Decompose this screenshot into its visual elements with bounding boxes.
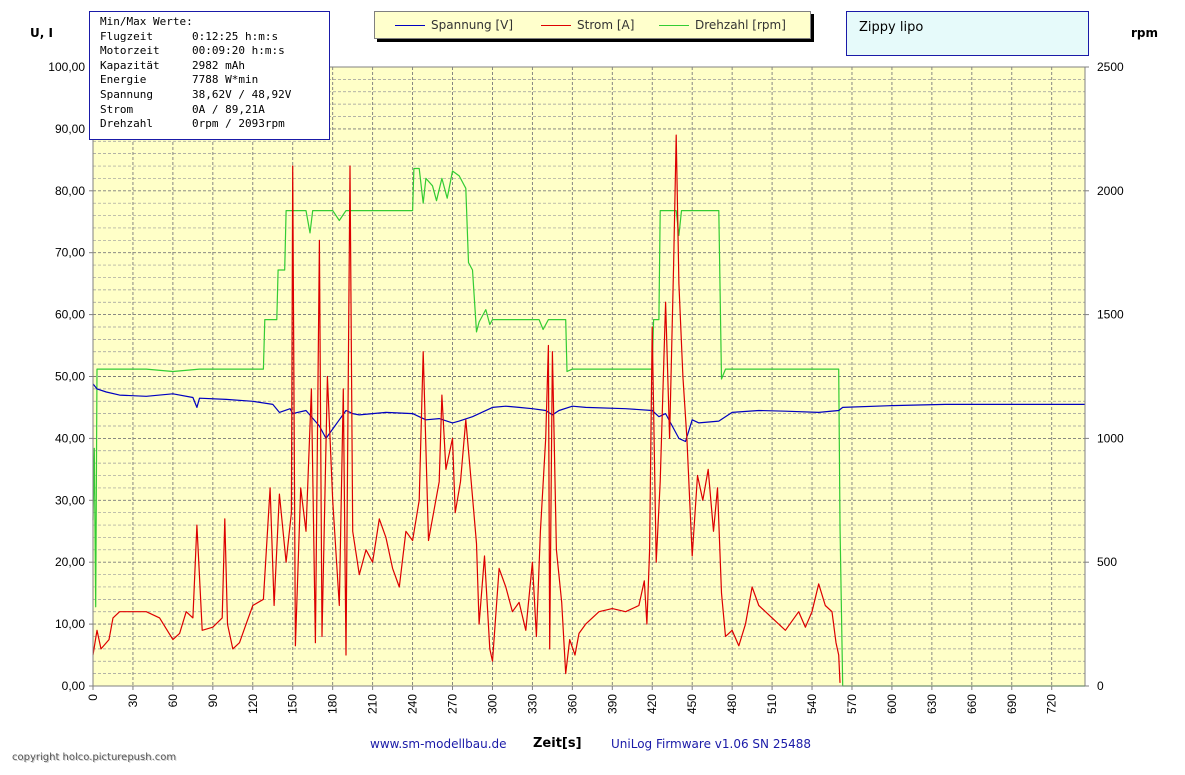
stats-heading: Min/Max Werte: (100, 15, 193, 28)
x-tick-label: 120 (246, 694, 260, 714)
y-tick-label-left: 20,00 (55, 555, 85, 569)
stats-label: Energie (100, 73, 147, 87)
legend-item-spannung: Spannung [V] (395, 18, 513, 32)
x-tick-label: 60 (166, 694, 180, 708)
x-tick-label: 660 (965, 694, 979, 714)
grid-minor (93, 79, 1085, 674)
y-tick-label-left: 90,00 (55, 122, 85, 136)
min-max-stats-box: Min/Max Werte: Flugzeit 0:12:25 h:m:s Mot… (89, 11, 330, 140)
x-tick-label: 720 (1045, 694, 1059, 714)
legend-swatch-drehzahl (659, 24, 689, 26)
x-tick-label: 690 (1005, 694, 1019, 714)
stats-row: Flugzeit 0:12:25 h:m:s (100, 30, 319, 45)
footer-firmware: UniLog Firmware v1.06 SN 25488 (611, 737, 811, 751)
stats-label: Drehzahl (100, 117, 153, 131)
legend-swatch-strom (541, 24, 571, 26)
stats-value: 7788 W*min (192, 73, 259, 87)
stats-row: Strom 0A / 89,21A (100, 103, 319, 118)
stats-value: 0A / 89,21A (192, 102, 265, 116)
y-tick-label-left: 30,00 (55, 493, 85, 507)
legend-swatch-spannung (395, 24, 425, 26)
x-tick-label: 150 (286, 694, 300, 714)
stats-value: 00:09:20 h:m:s (192, 44, 285, 58)
y-axis-label-left: U, I (30, 26, 53, 40)
x-tick-label: 390 (605, 694, 619, 714)
chart-title: Zippy lipo (859, 20, 924, 35)
x-tick-label: 480 (725, 694, 739, 714)
series-line-drehzahl (92, 167, 1085, 687)
x-tick-label: 540 (805, 694, 819, 714)
x-tick-label: 600 (885, 694, 899, 714)
y-tick-label-right: 2000 (1097, 184, 1124, 198)
stats-value: 2982 mAh (192, 58, 245, 72)
stats-label: Kapazität (100, 58, 160, 72)
y-tick-label-left: 0,00 (62, 679, 86, 693)
stats-value: 0:12:25 h:m:s (192, 29, 279, 43)
x-tick-label: 0 (86, 694, 100, 701)
x-tick-label: 450 (685, 694, 699, 714)
y-tick-label-left: 60,00 (55, 308, 85, 322)
y-tick-label-left: 10,00 (55, 617, 85, 631)
x-tick-label: 510 (765, 694, 779, 714)
stats-value: 0rpm / 2093rpm (192, 117, 285, 131)
stats-row: Spannung 38,62V / 48,92V (100, 88, 319, 103)
x-tick-label: 420 (645, 694, 659, 714)
x-tick-label: 570 (845, 694, 859, 714)
legend-item-strom: Strom [A] (541, 18, 634, 32)
stats-label: Motorzeit (100, 44, 160, 58)
x-tick-label: 630 (925, 694, 939, 714)
legend-label-spannung: Spannung [V] (431, 18, 514, 32)
x-tick-label: 270 (446, 694, 460, 714)
chart-legend: Spannung [V] Strom [A] Drehzahl [rpm] (374, 11, 811, 39)
y-tick-label-right: 2500 (1097, 60, 1124, 74)
stats-row: Kapazität 2982 mAh (100, 59, 319, 74)
series-line-strom (92, 134, 841, 683)
x-axis-label: Zeit[s] (533, 736, 582, 751)
stats-row: Energie 7788 W*min (100, 73, 319, 88)
series-group (92, 134, 1085, 687)
x-tick-label: 30 (126, 694, 140, 708)
x-tick-label: 180 (326, 694, 340, 714)
x-tick-label: 210 (366, 694, 380, 714)
y-tick-label-left: 40,00 (55, 431, 85, 445)
x-tick-label: 240 (406, 694, 420, 714)
x-tick-label: 300 (485, 694, 499, 714)
y-tick-label-right: 1000 (1097, 431, 1124, 445)
legend-label-drehzahl: Drehzahl [rpm] (695, 18, 786, 32)
y-tick-label-left: 100,00 (48, 60, 85, 74)
y-tick-label-right: 0 (1097, 679, 1104, 693)
grid-major (93, 67, 1085, 686)
stats-row: Drehzahl 0rpm / 2093rpm (100, 117, 319, 132)
y-tick-label-right: 1500 (1097, 308, 1124, 322)
stats-row: Motorzeit 00:09:20 h:m:s (100, 44, 319, 59)
copyright-watermark: copyright holco.picturepush.com (12, 752, 177, 763)
y-tick-label-right: 500 (1097, 555, 1117, 569)
legend-item-drehzahl: Drehzahl [rpm] (659, 18, 786, 32)
stats-label: Spannung (100, 87, 153, 101)
series-line-spannung (92, 383, 1085, 443)
x-tick-label: 360 (565, 694, 579, 714)
stats-value: 38,62V / 48,92V (192, 87, 292, 101)
x-tick-label: 90 (206, 694, 220, 708)
axis-ticks: 0,00 10,00 20,00 30,00 40,00 50,00 60,00 70,00 8… (48, 60, 1124, 714)
stats-label: Flugzeit (100, 29, 153, 43)
x-tick-label: 330 (525, 694, 539, 714)
y-tick-label-left: 80,00 (55, 184, 85, 198)
y-tick-label-left: 70,00 (55, 246, 85, 260)
y-tick-label-left: 50,00 (55, 370, 85, 384)
y-axis-label-right: rpm (1131, 26, 1159, 40)
legend-label-strom: Strom [A] (577, 18, 635, 32)
footer-website: www.sm-modellbau.de (370, 737, 507, 751)
stats-label: Strom (100, 102, 134, 116)
chart-title-box: Zippy lipo (846, 11, 1089, 56)
